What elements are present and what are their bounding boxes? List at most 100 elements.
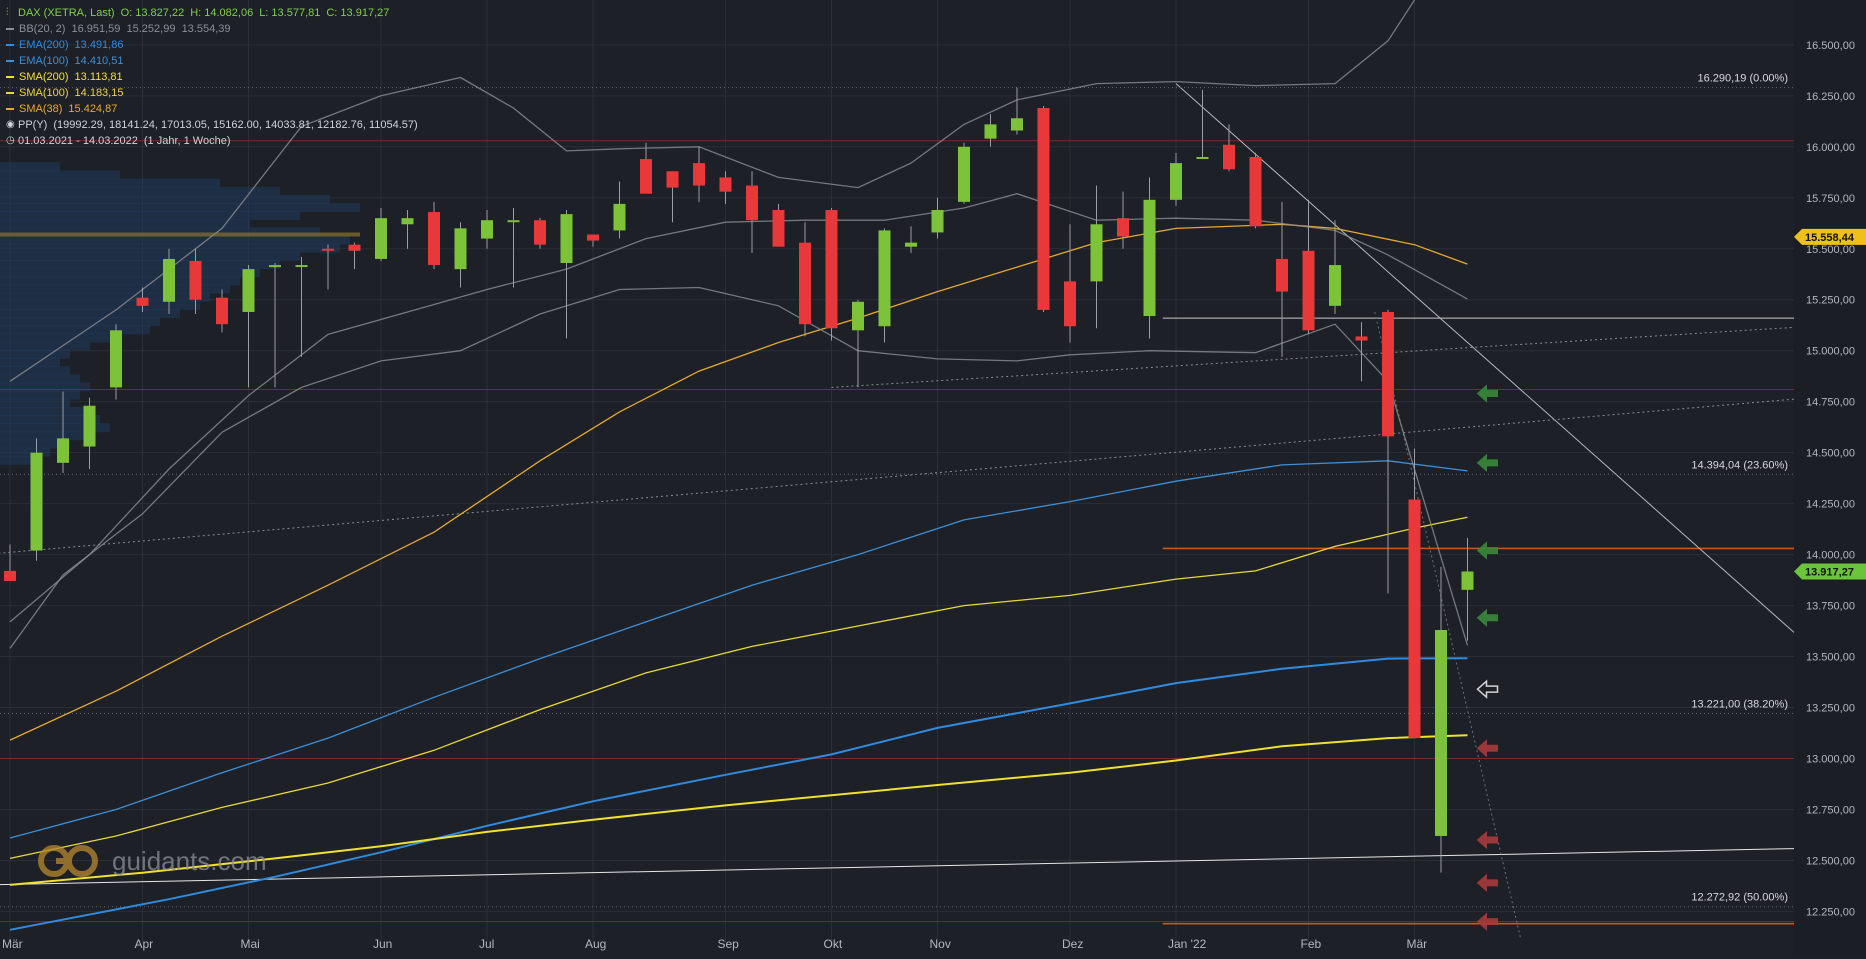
candle-body — [1461, 571, 1474, 590]
candle — [110, 324, 122, 400]
candle-body — [269, 265, 281, 268]
volume-profile-bar — [0, 439, 70, 449]
legend-indicator-row[interactable]: EMA(100) 14.410,51 — [6, 53, 418, 69]
candle-body — [1117, 218, 1129, 237]
volume-profile-bar — [0, 341, 90, 351]
time-tick-label: Mär — [1407, 937, 1428, 951]
indicator-line — [9, 516, 1468, 860]
candles — [4, 87, 1474, 873]
candle-body — [905, 242, 917, 247]
legend-indicator-value: 13.491,86 — [74, 39, 124, 51]
candle-body — [1276, 258, 1288, 292]
legend-indicator-row[interactable]: SMA(38) 15.424,87 — [6, 101, 418, 117]
candle — [1117, 191, 1129, 249]
candle — [242, 265, 255, 388]
candle-body — [719, 177, 732, 192]
volume-profile-bar — [0, 276, 240, 286]
candle — [30, 438, 43, 561]
legend-high: H: 14.082,06 — [190, 7, 254, 19]
legend-indicator-row[interactable]: EMA(200) 13.491,86 — [6, 37, 418, 53]
price-tick-label: 13.750,00 — [1806, 601, 1855, 613]
legend-symbol-row: ⫶ DAX (XETRA, Last) O: 13.827,22 H: 14.0… — [6, 5, 418, 21]
volume-profile-bar — [0, 317, 160, 327]
candle — [772, 203, 785, 247]
volume-profile-bar — [0, 366, 70, 376]
price-tick-label: 15.750,00 — [1806, 193, 1855, 205]
guidants-logo-icon — [36, 843, 102, 879]
volume-profile-bar — [0, 170, 120, 180]
legend-range-row[interactable]: ◷ 01.03.2021 - 14.03.2022 (1 Jahr, 1 Woc… — [6, 133, 418, 149]
volume-profile-bar — [0, 309, 180, 318]
indicator-lines — [9, 0, 1469, 931]
volume-profile-bar — [0, 227, 320, 237]
arrow-left-icon — [1476, 873, 1498, 892]
time-tick-label: Mai — [241, 937, 260, 951]
candle — [1037, 106, 1050, 312]
candle — [799, 222, 811, 337]
legend-indicator-row[interactable]: SMA(100) 14.183,15 — [6, 85, 418, 101]
trendline — [831, 326, 1795, 388]
indicator-line — [9, 460, 1468, 839]
price-marker: 15.558,44 — [1794, 228, 1866, 245]
candle — [1461, 537, 1474, 641]
legend-indicator-row[interactable]: SMA(200) 13.113,81 — [6, 69, 418, 85]
fib-level-label: 16.290,19 (0.00%) — [1697, 73, 1788, 85]
candle-body — [613, 203, 626, 231]
legend-pivot-row[interactable]: ◉ PP(Y) (19992.29, 18141.24, 17013.05, 1… — [6, 117, 418, 133]
time-tick-label: Mär — [2, 937, 23, 951]
price-tick-label: 13.500,00 — [1806, 652, 1855, 664]
legend-pivot-label: PP(Y) — [18, 119, 48, 131]
volume-profile-bar — [0, 162, 60, 172]
grid — [0, 0, 1794, 942]
candle — [931, 197, 944, 239]
volume-profile-bar — [0, 194, 330, 204]
volume-profile-bar — [0, 455, 40, 465]
candle-body — [322, 248, 334, 251]
price-marker-label: 15.558,44 — [1805, 232, 1855, 244]
chart-type-icon[interactable]: ⫶ — [6, 7, 9, 18]
candle — [375, 207, 387, 261]
candle — [666, 171, 679, 223]
candle — [958, 142, 970, 204]
watermark-text: guidants.com — [112, 845, 267, 876]
legend-range-detail: (1 Jahr, 1 Woche) — [143, 135, 231, 147]
arrow-left-icon — [1476, 384, 1498, 403]
candle-body — [295, 265, 308, 268]
candle — [216, 289, 228, 333]
candle-body — [4, 570, 16, 582]
candle-body — [560, 214, 573, 264]
legend-indicator-row[interactable]: BB(20, 2) 16.951,59 15.252,99 13.554,39 — [6, 21, 418, 37]
price-tick-label: 16.500,00 — [1806, 40, 1855, 52]
candle-body — [640, 159, 652, 194]
volume-profile-bar — [0, 406, 90, 416]
candle — [83, 397, 96, 469]
candle — [507, 207, 520, 288]
candle — [984, 114, 997, 147]
candle-body — [189, 260, 202, 300]
candle-body — [1435, 630, 1447, 836]
candle-body — [878, 230, 891, 327]
candle — [905, 226, 917, 253]
candle — [1355, 322, 1368, 382]
candle — [401, 210, 414, 249]
price-axis-background — [1794, 0, 1866, 954]
arrow-left-icon — [1476, 541, 1498, 560]
volume-profile-bar — [0, 219, 250, 229]
legend-symbol: DAX (XETRA, Last) — [18, 7, 115, 19]
volume-profile-bar — [0, 357, 60, 367]
arrow-left-icon — [1476, 830, 1498, 850]
indicator-line — [9, 286, 1469, 649]
candle — [1011, 87, 1023, 135]
candle — [878, 228, 891, 343]
candle-body — [958, 146, 970, 202]
price-tick-label: 14.750,00 — [1806, 397, 1855, 409]
legend-indicator-swatch — [6, 92, 14, 94]
volume-profile-bar — [0, 325, 150, 335]
arrow-left-outline-icon — [1476, 679, 1499, 699]
volume-profile-bar — [0, 292, 210, 302]
time-tick-label: Jun — [373, 937, 392, 951]
candle — [136, 287, 149, 312]
candle-body — [984, 124, 997, 139]
